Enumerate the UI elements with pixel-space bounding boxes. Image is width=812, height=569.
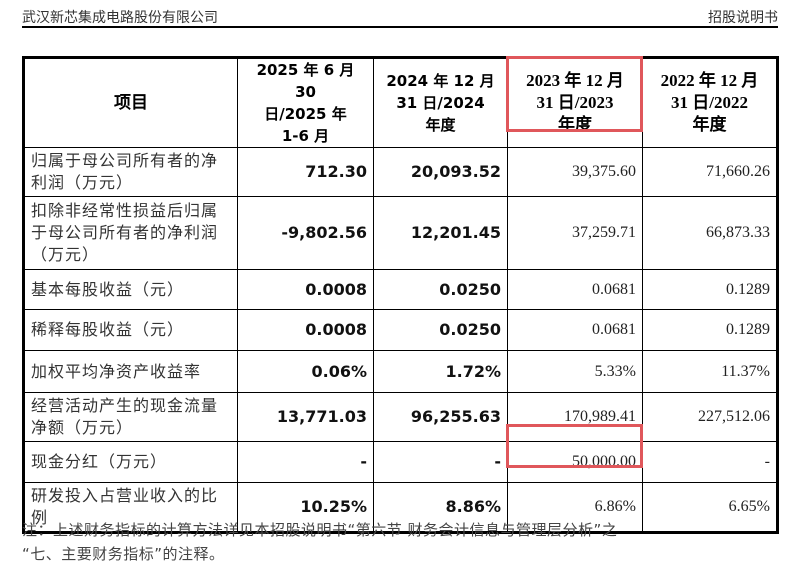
header-line: 年度 <box>692 115 727 134</box>
table-row: 基本每股收益（元） 0.0008 0.0250 0.0681 0.1289 <box>23 269 778 310</box>
cell-value: 0.06% <box>237 350 374 393</box>
cell-value: 0.1289 <box>642 269 778 310</box>
column-header-2023: 2023 年 12 月 31 日/2023 年度 <box>507 57 643 148</box>
document-type: 招股说明书 <box>708 10 778 26</box>
header-line: 2022 年 12 月 <box>660 71 759 90</box>
row-label: 研发投入占营业收入的比例 <box>23 482 238 533</box>
table-row: 稀释每股收益（元） 0.0008 0.0250 0.0681 0.1289 <box>23 309 778 351</box>
cell-value: 6.86% <box>507 482 643 533</box>
row-label: 经营活动产生的现金流量净额（万元） <box>23 392 238 442</box>
table-row: 经营活动产生的现金流量净额（万元） 13,771.03 96,255.63 17… <box>23 392 778 442</box>
column-header-2022: 2022 年 12 月 31 日/2022 年度 <box>642 57 778 148</box>
cell-value: 39,375.60 <box>507 147 643 197</box>
cell-value: 0.0008 <box>237 269 374 310</box>
cell-value: 11.37% <box>642 350 778 393</box>
cell-value: 50,000.00 <box>507 441 643 483</box>
header-line: 2023 年 12 月 <box>526 71 624 90</box>
header-text: 项目 <box>114 93 148 113</box>
cell-value: 0.0681 <box>507 269 643 310</box>
column-header-item: 项目 <box>23 57 238 148</box>
row-label: 现金分红（万元） <box>23 441 238 483</box>
cell-value: 0.0250 <box>373 309 508 351</box>
cell-value: - <box>237 441 374 483</box>
cell-value: 170,989.41 <box>507 392 643 442</box>
table-row: 现金分红（万元） - - 50,000.00 - <box>23 441 778 483</box>
cell-value: 20,093.52 <box>373 147 508 197</box>
note-line-2: “七、主要财务指标”的注释。 <box>22 545 225 563</box>
cell-value: 8.86% <box>373 482 508 533</box>
row-label: 归属于母公司所有者的净利润（万元） <box>23 147 238 197</box>
column-header-2024: 2024 年 12 月 31 日/2024 年度 <box>373 57 508 148</box>
header-line: 日/2025 年 <box>264 105 347 123</box>
header-line: 年度 <box>558 115 592 134</box>
table-row: 扣除非经常性损益后归属于母公司所有者的净利润（万元） -9,802.56 12,… <box>23 196 778 270</box>
cell-value: 0.0008 <box>237 309 374 351</box>
financial-indicators-table: 项目 2025 年 6 月 30 日/2025 年 1-6 月 2024 年 1… <box>22 56 779 534</box>
cell-value: 12,201.45 <box>373 196 508 270</box>
table-row: 研发投入占营业收入的比例 10.25% 8.86% 6.86% 6.65% <box>23 482 778 533</box>
header-line: 31 日/2022 <box>671 93 748 112</box>
cell-value: -9,802.56 <box>237 196 374 270</box>
cell-value: 13,771.03 <box>237 392 374 442</box>
cell-value: 71,660.26 <box>642 147 778 197</box>
table-row: 归属于母公司所有者的净利润（万元） 712.30 20,093.52 39,37… <box>23 147 778 197</box>
cell-value: 5.33% <box>507 350 643 393</box>
cell-value: - <box>642 441 778 483</box>
header-line: 31 日/2023 <box>536 93 614 112</box>
cell-value: 1.72% <box>373 350 508 393</box>
cell-value: 37,259.71 <box>507 196 643 270</box>
cell-value: 712.30 <box>237 147 374 197</box>
table-header-row: 项目 2025 年 6 月 30 日/2025 年 1-6 月 2024 年 1… <box>23 57 778 148</box>
header-line: 年度 <box>425 116 456 134</box>
header-line: 2024 年 12 月 <box>386 72 495 90</box>
column-header-2025h1: 2025 年 6 月 30 日/2025 年 1-6 月 <box>237 57 374 148</box>
row-label: 稀释每股收益（元） <box>23 309 238 351</box>
header-line: 1-6 月 <box>281 127 330 145</box>
company-name: 武汉新芯集成电路股份有限公司 <box>22 10 218 26</box>
cell-value: 227,512.06 <box>642 392 778 442</box>
cell-value: 6.65% <box>642 482 778 533</box>
cell-value: 0.0681 <box>507 309 643 351</box>
table-note: 注：上述财务指标的计算方法详见本招股说明书“第六节 财务会计信息与管理层分析”之… <box>22 518 782 566</box>
cell-value: 0.1289 <box>642 309 778 351</box>
note-line-1: 注：上述财务指标的计算方法详见本招股说明书“第六节 财务会计信息与管理层分析”之 <box>22 521 618 539</box>
row-label: 扣除非经常性损益后归属于母公司所有者的净利润（万元） <box>23 196 238 270</box>
row-label: 加权平均净资产收益率 <box>23 350 238 393</box>
page-header: 武汉新芯集成电路股份有限公司 招股说明书 <box>22 4 778 28</box>
header-line: 2025 年 6 月 30 <box>256 61 355 101</box>
cell-value: 0.0250 <box>373 269 508 310</box>
table-row: 加权平均净资产收益率 0.06% 1.72% 5.33% 11.37% <box>23 350 778 393</box>
cell-value: 96,255.63 <box>373 392 508 442</box>
cell-value: - <box>373 441 508 483</box>
header-line: 31 日/2024 <box>396 94 485 112</box>
cell-value: 10.25% <box>237 482 374 533</box>
row-label: 基本每股收益（元） <box>23 269 238 310</box>
cell-value: 66,873.33 <box>642 196 778 270</box>
